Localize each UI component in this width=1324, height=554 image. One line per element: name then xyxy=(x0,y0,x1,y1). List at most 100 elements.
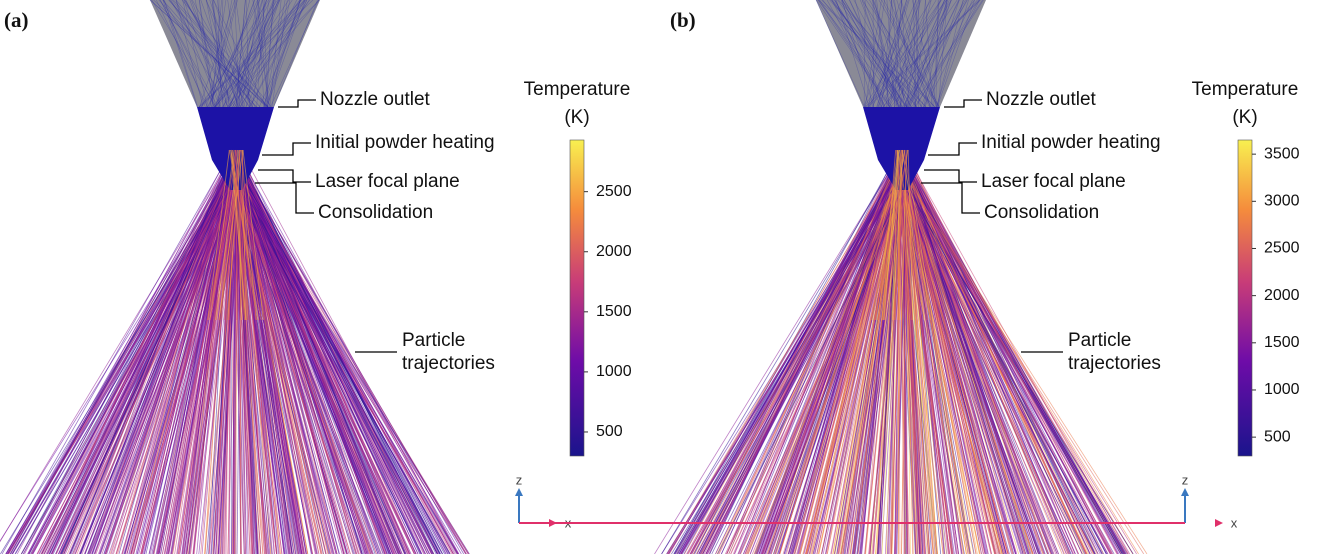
trajectory xyxy=(130,179,238,554)
nozzle-stream xyxy=(831,0,908,108)
nozzle-stream xyxy=(891,0,902,108)
trajectory xyxy=(903,156,1120,554)
trajectory xyxy=(170,164,239,554)
nozzle-stream xyxy=(889,0,931,108)
trajectory xyxy=(32,177,238,554)
trajectory xyxy=(232,162,470,554)
nozzle-stream xyxy=(830,0,917,108)
nozzle-stream xyxy=(854,0,882,108)
colorbar-tick-label: 3500 xyxy=(1264,145,1300,162)
annotation: trajectories xyxy=(402,353,495,374)
nozzle-stream xyxy=(822,0,907,108)
colorbar-tick-label: 2000 xyxy=(596,243,632,260)
nozzle-stream xyxy=(156,0,208,108)
hot-core xyxy=(216,149,241,321)
colorbar-tick-label: 2500 xyxy=(1264,240,1300,257)
nozzle-stream xyxy=(222,0,276,108)
nozzle-stream xyxy=(201,0,305,108)
colorbar-tick-label: 2000 xyxy=(1264,287,1300,304)
z-arrow-head xyxy=(1181,488,1189,496)
nozzle-stream xyxy=(910,0,945,108)
trajectory xyxy=(39,172,238,554)
nozzle-stream xyxy=(887,0,942,108)
leader-line xyxy=(258,169,311,183)
nozzle-stream xyxy=(863,0,909,108)
nozzle-stream xyxy=(849,0,903,108)
nozzle-stream xyxy=(151,0,217,108)
nozzle-stream xyxy=(267,0,291,108)
nozzle-stream xyxy=(198,0,314,108)
nozzle-stream xyxy=(894,0,947,108)
nozzle xyxy=(150,0,320,107)
colorbar-tick-label: 2500 xyxy=(596,183,632,200)
nozzle-stream xyxy=(890,0,903,108)
nozzle-stream xyxy=(213,0,252,108)
nozzle-stream xyxy=(160,0,215,108)
nozzle-stream xyxy=(872,0,907,108)
nozzle-stream xyxy=(903,0,950,108)
nozzle-stream xyxy=(892,0,922,108)
trajectory xyxy=(667,171,901,554)
leader-line xyxy=(928,142,977,156)
nozzle-stream xyxy=(211,0,224,108)
nozzle-stream xyxy=(215,0,290,108)
trajectory xyxy=(902,154,1111,554)
trajectory xyxy=(81,172,239,554)
nozzle-stream xyxy=(164,0,199,108)
nozzle-stream xyxy=(185,0,241,108)
nozzle-stream xyxy=(232,0,267,108)
nozzle-stream xyxy=(896,0,931,108)
nozzle-stream xyxy=(184,0,253,108)
nozzle-stream xyxy=(270,0,320,108)
nozzle-stream xyxy=(868,0,917,108)
nozzle-stream xyxy=(209,0,246,108)
nozzle-stream xyxy=(865,0,980,108)
trajectory xyxy=(0,162,241,554)
trajectory xyxy=(80,157,236,554)
nozzle-stream xyxy=(227,0,310,108)
nozzle-stream xyxy=(215,0,268,108)
nozzle-stream xyxy=(870,0,909,108)
nozzle-stream xyxy=(881,0,893,108)
nozzle-stream xyxy=(908,0,968,108)
nozzle-stream xyxy=(872,0,899,108)
trajectory xyxy=(897,173,967,554)
nozzle-stream xyxy=(273,0,318,108)
trajectory xyxy=(674,162,899,554)
hot-core xyxy=(218,149,244,321)
hot-core xyxy=(242,149,264,321)
trajectory xyxy=(906,172,992,554)
hot-core xyxy=(230,149,259,321)
nozzle-stream xyxy=(269,0,282,108)
nozzle-stream xyxy=(198,0,214,108)
trajectory xyxy=(747,179,908,554)
nozzle-stream xyxy=(865,0,940,108)
nozzle xyxy=(816,0,986,107)
nozzle-stream xyxy=(835,0,882,108)
nozzle-stream xyxy=(265,0,274,108)
nozzle-stream xyxy=(229,0,263,108)
nozzle-stream xyxy=(200,0,239,108)
trajectory xyxy=(699,156,901,554)
nozzle-stream xyxy=(252,0,271,108)
panel: Nozzle outlet Initial powder heating Laser… xyxy=(0,0,632,554)
nozzle-stream xyxy=(925,0,933,108)
nozzle-stream xyxy=(205,0,228,108)
hot-core xyxy=(207,149,230,321)
nozzle-stream xyxy=(864,0,882,108)
nozzle-stream xyxy=(924,0,960,108)
trajectory xyxy=(898,171,981,554)
trajectory xyxy=(121,166,234,554)
colorbar-title: Temperature xyxy=(1192,79,1299,100)
annotation: Initial powder heating xyxy=(315,132,495,153)
nozzle-stream xyxy=(908,0,959,108)
trajectory xyxy=(860,168,905,554)
nozzle-stream xyxy=(181,0,272,108)
nozzle-stream xyxy=(863,0,902,108)
nozzle-stream xyxy=(222,0,293,108)
nozzle-stream xyxy=(171,0,251,108)
hot-core xyxy=(892,149,904,321)
hot-core xyxy=(230,149,247,321)
trajectory xyxy=(123,167,243,554)
